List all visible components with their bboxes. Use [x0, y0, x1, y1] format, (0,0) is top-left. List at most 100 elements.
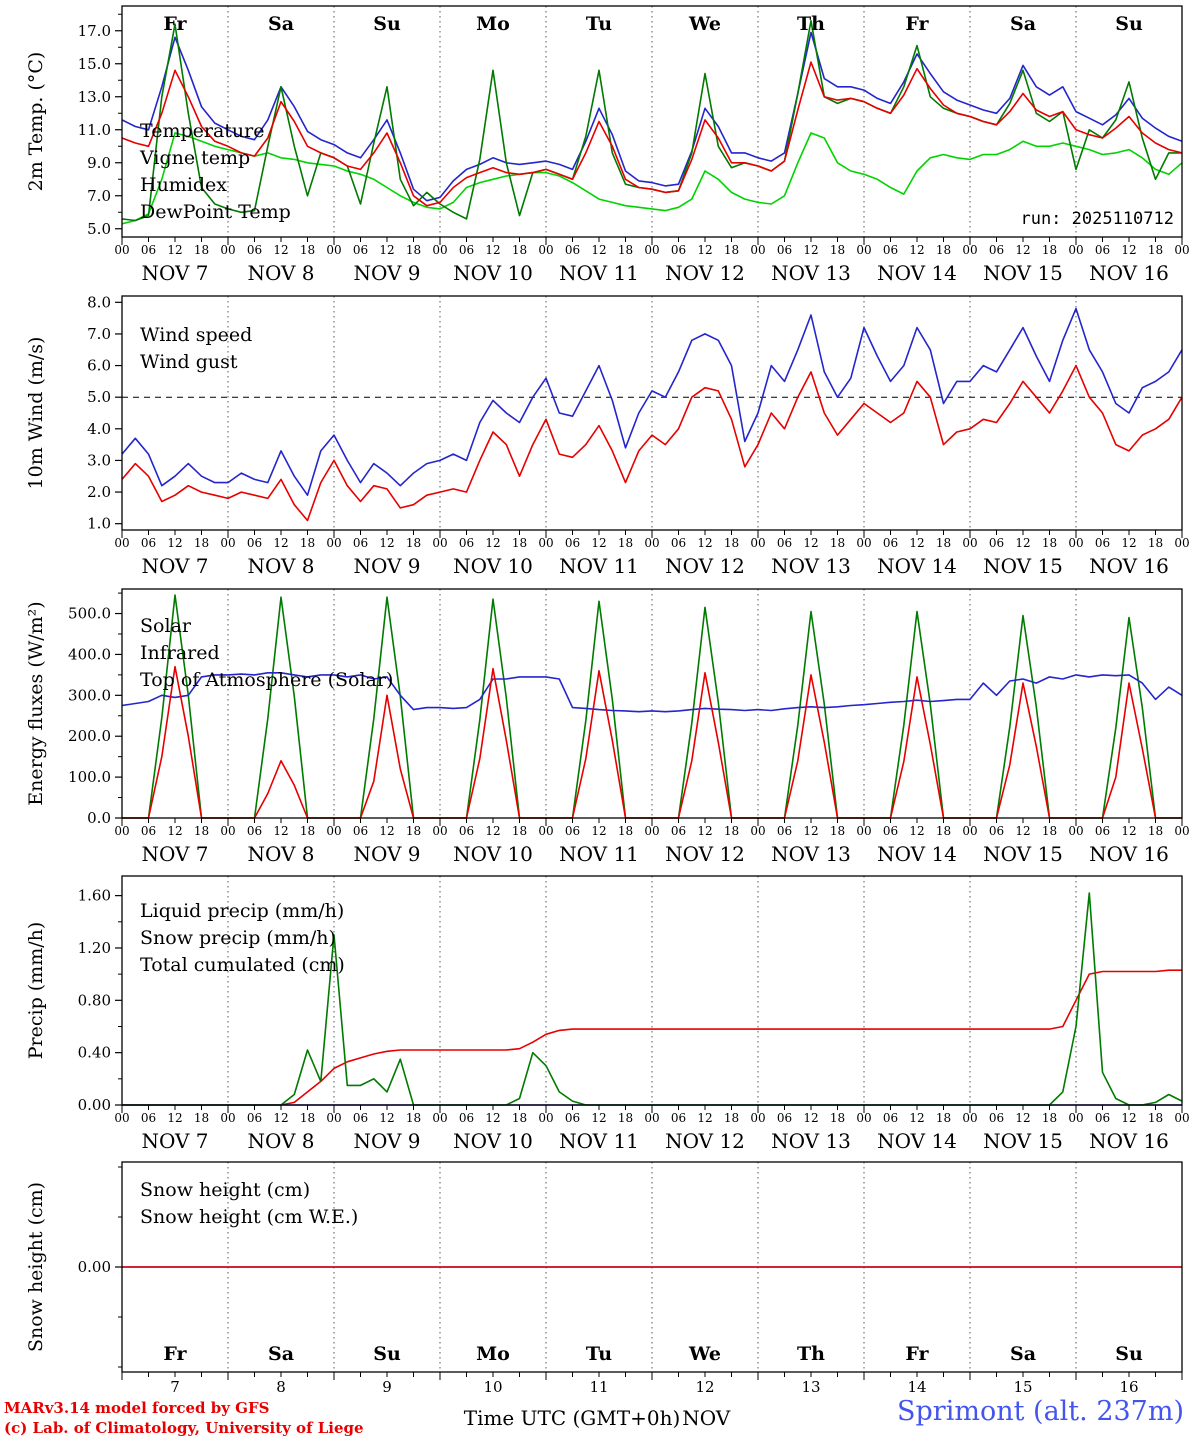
day-label: NOV 9	[353, 261, 420, 285]
day-label: NOV 14	[877, 261, 957, 285]
hour-label: 12	[1015, 243, 1030, 257]
hour-label: 18	[618, 824, 633, 838]
hour-label: 06	[1095, 243, 1110, 257]
y-tick-label: 100.0	[68, 768, 111, 786]
hour-label: 00	[538, 536, 553, 550]
hour-label: 06	[1095, 536, 1110, 550]
day-number-label: 12	[695, 1378, 714, 1396]
hour-label: 00	[644, 824, 659, 838]
y-tick-label: 0.80	[78, 991, 111, 1009]
hour-label: 12	[591, 243, 606, 257]
hour-label: 12	[1121, 1111, 1136, 1125]
legend-snow-precip-mm-h-: Snow precip (mm/h)	[140, 927, 336, 949]
weekday-label: Fr	[163, 13, 187, 35]
hour-label: 12	[697, 1111, 712, 1125]
y-axis-title: 10m Wind (m/s)	[25, 337, 47, 490]
hour-label: 06	[141, 536, 156, 550]
day-number-label: 8	[276, 1378, 286, 1396]
hour-label: 18	[618, 536, 633, 550]
hour-label: 06	[1095, 1111, 1110, 1125]
hour-label: 18	[724, 1111, 739, 1125]
day-label: NOV 15	[983, 554, 1063, 578]
hour-label: 12	[485, 1111, 500, 1125]
y-tick-label: 9.0	[87, 154, 111, 172]
meteogram-svg: 5.07.09.011.013.015.017.000 06 12 18 00 06 12 1…	[25, 5, 1190, 1396]
hour-label: 00	[750, 824, 765, 838]
credit-block: MARv3.14 model forced by GFS (c) Lab. of…	[4, 1398, 364, 1438]
day-label: NOV 15	[983, 1129, 1063, 1153]
day-label: NOV 8	[247, 554, 314, 578]
y-tick-label: 11.0	[78, 121, 111, 139]
hour-label: 12	[379, 1111, 394, 1125]
day-label: NOV 8	[247, 1129, 314, 1153]
day-label: NOV 7	[141, 1129, 208, 1153]
hour-label: 00	[432, 536, 447, 550]
y-tick-label: 7.0	[87, 187, 111, 205]
legend-humidex: Humidex	[140, 174, 227, 196]
hour-label: 12	[1015, 824, 1030, 838]
hour-label: 12	[167, 824, 182, 838]
hour-label: 06	[141, 243, 156, 257]
hour-label: 00	[856, 243, 871, 257]
hour-label: 12	[1015, 536, 1030, 550]
credit-line-1: MARv3.14 model forced by GFS	[4, 1399, 270, 1417]
hour-label: 18	[1148, 824, 1163, 838]
hour-label: 06	[989, 824, 1004, 838]
y-axis-title: Energy fluxes (W/m²)	[25, 601, 47, 805]
hour-label: 06	[141, 1111, 156, 1125]
day-label: NOV 16	[1089, 554, 1169, 578]
hour-label: 00	[962, 536, 977, 550]
weekday-label: We	[688, 1343, 721, 1365]
hour-label: 18	[936, 1111, 951, 1125]
legend-vigne-temp: Vigne temp	[139, 147, 250, 169]
day-label: NOV 15	[983, 261, 1063, 285]
day-number-label: 7	[170, 1378, 180, 1396]
weekday-label: Su	[373, 1343, 401, 1365]
day-number-label: 11	[589, 1378, 608, 1396]
hour-label: 06	[777, 1111, 792, 1125]
weekday-label: Tu	[586, 1343, 612, 1365]
month-label: NOV	[682, 1406, 731, 1430]
hour-label: 06	[565, 1111, 580, 1125]
hour-label: 12	[485, 243, 500, 257]
y-tick-label: 200.0	[68, 727, 111, 745]
hour-label: 12	[803, 536, 818, 550]
hour-label: 00	[644, 243, 659, 257]
y-tick-label: 8.0	[87, 293, 111, 311]
hour-label: 12	[167, 536, 182, 550]
y-tick-label: 0.00	[78, 1096, 111, 1114]
day-label: NOV 11	[559, 261, 639, 285]
hour-label: 00	[326, 536, 341, 550]
y-tick-label: 6.0	[87, 357, 111, 375]
weekday-label: Su	[1115, 13, 1143, 35]
day-label: NOV 10	[453, 554, 533, 578]
hour-label: 00	[1174, 536, 1189, 550]
hour-label: 06	[459, 243, 474, 257]
y-tick-label: 17.0	[78, 22, 111, 40]
hour-label: 12	[909, 824, 924, 838]
hour-label: 12	[273, 536, 288, 550]
hour-label: 00	[962, 824, 977, 838]
hour-label: 18	[300, 243, 315, 257]
series-liquid-precip-mm-h-	[122, 892, 1183, 1106]
hour-label: 18	[194, 243, 209, 257]
hour-label: 18	[194, 536, 209, 550]
hour-label: 00	[220, 243, 235, 257]
weekday-label: Th	[797, 1343, 825, 1365]
day-label: NOV 13	[771, 261, 851, 285]
hour-label: 06	[247, 824, 262, 838]
series-wind-speed	[121, 364, 1183, 522]
hour-label: 18	[300, 1111, 315, 1125]
hour-label: 06	[141, 824, 156, 838]
hour-label: 12	[697, 536, 712, 550]
hour-label: 18	[512, 1111, 527, 1125]
hour-label: 18	[406, 536, 421, 550]
day-label: NOV 16	[1089, 1129, 1169, 1153]
day-label: NOV 9	[353, 842, 420, 866]
hour-label: 00	[1068, 1111, 1083, 1125]
series-wind-gust	[121, 307, 1183, 497]
y-tick-label: 0.0	[87, 809, 111, 827]
hour-label: 18	[1042, 824, 1057, 838]
legend-snow-height-cm-w-e-: Snow height (cm W.E.)	[140, 1206, 358, 1228]
time-axis-label: Time UTC (GMT+0h)	[463, 1406, 681, 1430]
